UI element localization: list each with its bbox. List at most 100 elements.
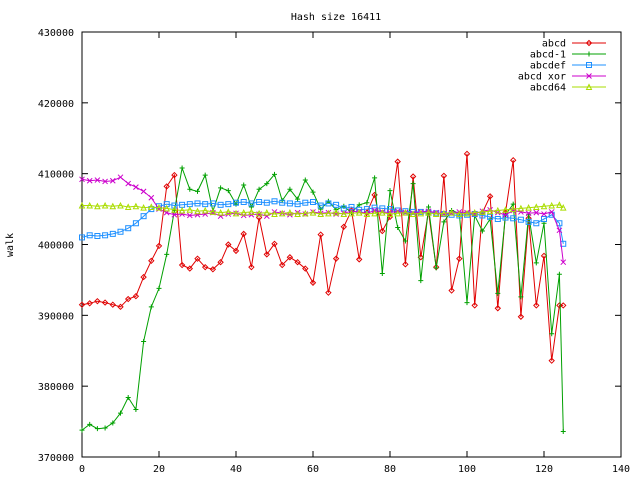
data-point bbox=[209, 200, 216, 207]
data-point bbox=[541, 211, 547, 217]
data-point bbox=[356, 202, 362, 208]
data-point bbox=[348, 203, 355, 210]
data-point bbox=[125, 225, 132, 232]
data-point bbox=[479, 208, 486, 215]
x-tick-label: 80 bbox=[384, 464, 396, 475]
data-point bbox=[209, 208, 217, 215]
data-point bbox=[109, 301, 117, 308]
data-point bbox=[486, 193, 494, 200]
data-point bbox=[217, 259, 224, 266]
series-line bbox=[81, 153, 564, 361]
y-tick-label: 370000 bbox=[38, 453, 74, 464]
x-tick-label: 20 bbox=[153, 464, 165, 475]
data-point bbox=[463, 150, 471, 158]
data-point bbox=[278, 261, 286, 269]
data-point bbox=[141, 339, 147, 345]
data-point bbox=[164, 251, 170, 257]
data-point bbox=[340, 223, 348, 230]
data-point bbox=[301, 209, 309, 217]
data-point bbox=[155, 242, 163, 250]
data-point bbox=[186, 212, 193, 219]
data-point bbox=[417, 209, 425, 217]
data-point bbox=[232, 209, 240, 217]
legend-label: abcd-1 bbox=[530, 50, 566, 61]
data-point bbox=[140, 204, 147, 211]
data-point bbox=[410, 181, 416, 187]
data-point bbox=[294, 201, 301, 208]
data-point bbox=[379, 271, 385, 277]
data-point bbox=[525, 210, 532, 217]
data-point bbox=[117, 174, 124, 181]
series-line bbox=[81, 166, 564, 432]
data-point bbox=[102, 178, 108, 185]
data-point bbox=[272, 171, 277, 177]
y-tick-label: 380000 bbox=[38, 382, 74, 393]
data-point bbox=[355, 209, 363, 216]
data-point bbox=[263, 251, 271, 258]
data-point bbox=[533, 260, 539, 266]
data-point bbox=[448, 287, 455, 294]
series-abcd bbox=[78, 150, 567, 364]
data-point bbox=[255, 209, 263, 217]
data-point bbox=[78, 301, 86, 308]
y-tick-label: 390000 bbox=[38, 311, 74, 322]
data-point bbox=[364, 200, 370, 206]
data-point bbox=[148, 304, 154, 310]
data-point bbox=[155, 204, 163, 211]
data-point bbox=[295, 196, 301, 202]
data-point bbox=[495, 290, 501, 296]
data-point bbox=[525, 204, 532, 211]
data-point bbox=[533, 302, 540, 309]
series-line bbox=[81, 200, 564, 244]
data-point bbox=[394, 209, 402, 217]
data-point bbox=[255, 214, 263, 221]
data-point bbox=[148, 257, 155, 264]
data-point bbox=[102, 425, 108, 431]
data-point bbox=[163, 204, 171, 212]
data-point bbox=[395, 225, 401, 230]
data-point bbox=[271, 198, 278, 205]
data-point bbox=[502, 206, 509, 213]
data-point bbox=[455, 210, 463, 218]
data-point bbox=[224, 208, 232, 215]
data-point bbox=[79, 176, 85, 183]
data-point bbox=[86, 201, 94, 209]
data-point bbox=[225, 241, 232, 248]
data-point bbox=[117, 303, 124, 311]
data-point bbox=[310, 189, 316, 195]
legend-label: abcd bbox=[542, 39, 566, 50]
data-point bbox=[209, 266, 217, 273]
data-point bbox=[549, 331, 555, 337]
x-tick-label: 120 bbox=[535, 464, 553, 475]
data-point bbox=[294, 259, 301, 266]
data-point bbox=[463, 209, 471, 217]
data-point bbox=[548, 357, 555, 364]
data-point bbox=[187, 186, 193, 192]
y-tick-label: 410000 bbox=[38, 170, 74, 181]
data-point bbox=[248, 200, 255, 207]
y-tick-label: 420000 bbox=[38, 99, 74, 110]
data-point bbox=[325, 209, 332, 217]
data-point bbox=[102, 232, 109, 239]
data-point bbox=[232, 247, 240, 255]
data-point bbox=[118, 410, 123, 416]
data-point bbox=[109, 202, 117, 210]
chart-title: Hash size 16411 bbox=[291, 12, 381, 23]
data-point bbox=[279, 199, 286, 206]
data-point bbox=[309, 209, 317, 216]
data-point bbox=[178, 206, 186, 214]
data-point bbox=[264, 181, 270, 187]
series-line bbox=[81, 176, 564, 263]
y-axis-label: walk bbox=[5, 233, 16, 257]
data-point bbox=[310, 199, 316, 205]
data-point bbox=[402, 208, 409, 215]
data-point bbox=[540, 202, 548, 210]
data-point bbox=[586, 73, 592, 79]
data-point bbox=[132, 202, 140, 210]
data-point bbox=[333, 201, 340, 208]
data-point bbox=[171, 211, 178, 218]
data-point bbox=[302, 265, 309, 272]
y-tick-label: 400000 bbox=[38, 241, 74, 252]
data-point bbox=[440, 172, 448, 179]
data-point bbox=[202, 172, 208, 178]
